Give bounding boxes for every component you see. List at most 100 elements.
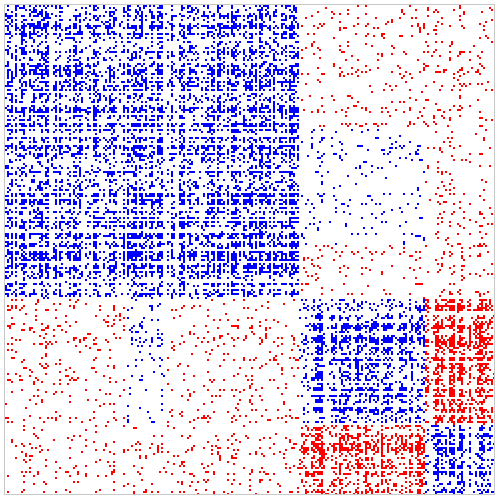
matrix-entry: [55, 41, 57, 43]
matrix-entry: [93, 81, 95, 83]
matrix-entry: [7, 5, 9, 7]
matrix-entry: [227, 193, 229, 195]
matrix-entry: [9, 23, 11, 25]
matrix-entry: [269, 193, 271, 195]
matrix-entry: [159, 93, 161, 95]
matrix-entry: [187, 99, 189, 101]
matrix-entry: [187, 149, 189, 151]
matrix-entry: [171, 173, 173, 175]
matrix-entry: [7, 69, 9, 71]
matrix-entry: [245, 65, 247, 67]
matrix-entry: [109, 89, 111, 91]
matrix-entry: [281, 175, 283, 177]
matrix-entry: [259, 85, 261, 87]
matrix-entry: [321, 73, 323, 75]
matrix-entry: [157, 29, 159, 31]
matrix-entries: [5, 5, 495, 495]
matrix-entry: [255, 77, 257, 79]
matrix-entry: [269, 85, 271, 87]
matrix-entry: [23, 69, 25, 71]
matrix-entry: [217, 115, 219, 117]
matrix-entry: [249, 27, 251, 29]
matrix-entry: [237, 53, 239, 55]
matrix-entry: [15, 179, 17, 181]
matrix-entry: [247, 15, 249, 17]
matrix-entry: [45, 81, 47, 83]
matrix-entry: [135, 165, 137, 167]
matrix-entry: [295, 111, 297, 113]
matrix-entry: [441, 85, 443, 87]
matrix-entry: [241, 181, 243, 183]
matrix-entry: [473, 45, 475, 47]
matrix-entry: [221, 153, 223, 155]
matrix-entry: [87, 71, 89, 73]
matrix-entry: [269, 119, 271, 121]
matrix-entry: [171, 19, 173, 21]
matrix-entry: [205, 97, 207, 99]
matrix-entry: [279, 109, 281, 111]
matrix-entry: [9, 111, 11, 113]
matrix-entry: [73, 37, 75, 39]
matrix-entry: [139, 37, 141, 39]
matrix-entry: [433, 51, 435, 53]
matrix-entry: [99, 153, 101, 155]
matrix-entry: [265, 117, 267, 119]
matrix-entry: [43, 27, 45, 29]
matrix-entry: [181, 175, 183, 177]
matrix-entry: [95, 119, 97, 121]
matrix-entry: [231, 31, 233, 33]
matrix-entry: [135, 85, 137, 87]
matrix-entry: [99, 131, 101, 133]
matrix-entry: [321, 155, 323, 157]
matrix-entry: [261, 29, 263, 31]
matrix-entry: [31, 87, 33, 89]
matrix-entry: [187, 153, 189, 155]
matrix-entry: [77, 31, 79, 33]
matrix-entry: [93, 25, 95, 27]
matrix-entry: [23, 65, 25, 67]
matrix-entry: [147, 51, 149, 53]
matrix-entry: [147, 195, 149, 197]
matrix-entry: [19, 189, 21, 191]
matrix-entry: [215, 191, 217, 193]
matrix-entry: [135, 93, 137, 95]
matrix-entry: [69, 195, 71, 197]
matrix-entry: [345, 153, 347, 155]
matrix-entry: [65, 29, 67, 31]
matrix-entry: [285, 155, 287, 157]
matrix-entry: [437, 109, 439, 111]
matrix-entry: [37, 27, 39, 29]
matrix-entry: [59, 71, 61, 73]
matrix-entry: [211, 27, 213, 29]
matrix-entry: [245, 149, 247, 151]
matrix-entry: [127, 85, 129, 87]
matrix-entry: [61, 7, 63, 9]
matrix-entry: [129, 5, 131, 7]
matrix-entry: [19, 7, 21, 9]
matrix-entry: [175, 75, 177, 77]
matrix-entry: [45, 121, 47, 123]
matrix-entry: [245, 195, 247, 197]
matrix-entry: [127, 27, 129, 29]
matrix-entry: [7, 81, 9, 83]
matrix-entry: [219, 85, 221, 87]
matrix-entry: [261, 51, 263, 53]
matrix-entry: [135, 129, 137, 131]
matrix-entry: [9, 41, 11, 43]
matrix-entry: [143, 63, 145, 65]
matrix-entry: [33, 175, 35, 177]
matrix-entry: [277, 81, 279, 83]
matrix-entry: [81, 109, 83, 111]
matrix-entry: [239, 165, 241, 167]
matrix-entry: [217, 71, 219, 73]
matrix-entry: [133, 27, 135, 29]
matrix-entry: [259, 31, 261, 33]
matrix-entry: [65, 119, 67, 121]
matrix-entry: [47, 13, 49, 15]
matrix-entry: [209, 125, 211, 127]
matrix-entry: [205, 137, 207, 139]
matrix-entry: [105, 179, 107, 181]
matrix-entry: [95, 125, 97, 127]
matrix-entry: [285, 125, 287, 127]
matrix-entry: [219, 193, 221, 195]
